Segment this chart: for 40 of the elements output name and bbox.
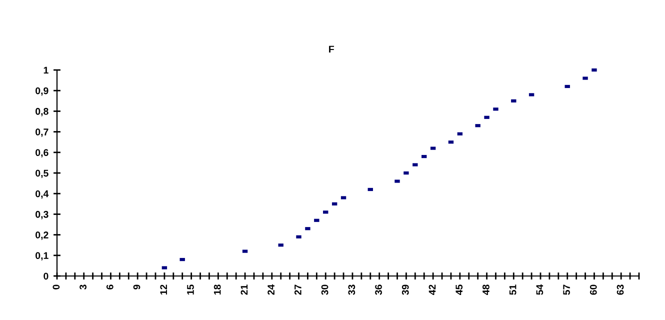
x-tick-label: 27 [294, 284, 302, 295]
point [592, 68, 597, 72]
y-tick-label: 0,6 [36, 149, 48, 158]
x-tick-label: 24 [268, 284, 274, 295]
x-tick-label: 15 [187, 284, 194, 295]
x-tick-label: 42 [428, 284, 436, 295]
chart-title: F [329, 46, 334, 53]
point [422, 154, 427, 158]
x-tick-label: 6 [106, 284, 114, 290]
x-tick-label: 60 [590, 284, 597, 295]
y-tick-label: 0,2 [36, 232, 48, 240]
x-tick-label: 39 [402, 284, 409, 295]
point [564, 84, 570, 88]
x-tick-label: 54 [536, 284, 544, 295]
x-tick-label: 33 [348, 284, 356, 295]
x-tick-label: 36 [375, 284, 382, 295]
y-tick-label: 1 [44, 66, 48, 74]
x-tick-label: 30 [321, 284, 328, 295]
x-tick-label: 9 [133, 284, 140, 290]
y-tick-label: 0,9 [36, 87, 48, 96]
y-tick-label: 0 [44, 272, 48, 280]
y-tick-label: 0,8 [36, 108, 48, 116]
y-tick-label: 0,5 [36, 170, 48, 178]
x-tick-label: 45 [456, 284, 463, 295]
x-tick-label: 3 [80, 284, 86, 290]
y-tick-label: 0,1 [36, 252, 48, 260]
x-tick-label: 18 [214, 284, 221, 295]
y-tick-label: 0,3 [36, 210, 48, 220]
x-tick-label: 57 [563, 284, 570, 295]
x-tick-label: 21 [240, 284, 248, 295]
x-tick-label: 51 [509, 284, 516, 295]
x-tick-label: 0 [52, 284, 60, 290]
x-tick-label: 12 [160, 284, 167, 295]
point [180, 258, 185, 262]
y-tick-label: 0,7 [36, 128, 48, 137]
x-tick-label: 63 [616, 284, 624, 295]
point [368, 188, 373, 192]
x-tick-label: 48 [482, 284, 490, 295]
y-tick-label: 0,4 [36, 190, 49, 199]
point [404, 171, 409, 175]
